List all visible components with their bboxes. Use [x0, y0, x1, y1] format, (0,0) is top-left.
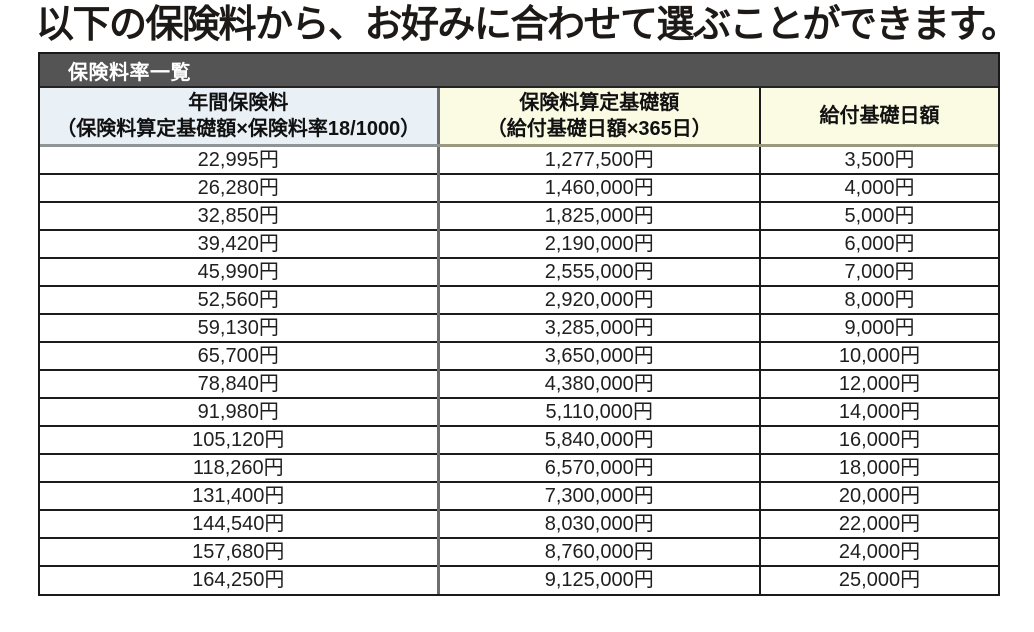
premium-table: 年間保険料 （保険料算定基礎額×保険料率18/1000） 保険料算定基礎額 （給…	[40, 88, 998, 594]
column-header-line: 給付基礎日額	[819, 105, 940, 127]
table-cell: 2,190,000円	[438, 229, 761, 258]
table-row: 91,980円 5,110,000円 14,000円	[40, 397, 998, 426]
table-cell: 25,000円	[760, 565, 998, 594]
table-cell: 12,000円	[760, 369, 998, 398]
table-row: 39,420円 2,190,000円 6,000円	[40, 229, 998, 258]
table-cell: 4,380,000円	[438, 369, 761, 398]
column-header-subline: （給付基礎日額×365日）	[486, 118, 712, 140]
table-cell: 24,000円	[760, 537, 998, 566]
column-header-annual-premium: 年間保険料 （保険料算定基礎額×保険料率18/1000）	[40, 88, 440, 147]
table-cell: 131,400円	[40, 481, 440, 510]
table-cell: 9,125,000円	[438, 565, 761, 594]
table-cell: 39,420円	[40, 229, 440, 258]
table-cell: 5,000円	[760, 201, 998, 230]
table-cell: 59,130円	[40, 313, 440, 342]
table-cell: 1,277,500円	[438, 144, 761, 174]
table-row: 45,990円 2,555,000円 7,000円	[40, 257, 998, 286]
table-cell: 8,030,000円	[438, 509, 761, 538]
table-cell: 18,000円	[760, 453, 998, 482]
table-cell: 20,000円	[760, 481, 998, 510]
column-header-benefit-daily-amount: 給付基礎日額	[760, 88, 998, 147]
table-cell: 1,460,000円	[438, 173, 761, 202]
table-cell: 164,250円	[40, 565, 440, 594]
table-caption-bar: 保険料率一覧	[40, 54, 998, 88]
column-header-line: 保険料算定基礎額	[519, 92, 680, 114]
table-cell: 8,760,000円	[438, 537, 761, 566]
table-cell: 5,110,000円	[438, 397, 761, 426]
table-cell: 8,000円	[760, 285, 998, 314]
table-cell: 16,000円	[760, 425, 998, 454]
table-cell: 5,840,000円	[438, 425, 761, 454]
table-cell: 1,825,000円	[438, 201, 761, 230]
table-cell: 2,555,000円	[438, 257, 761, 286]
table-cell: 3,650,000円	[438, 341, 761, 370]
table-cell: 157,680円	[40, 537, 440, 566]
table-cell: 3,285,000円	[438, 313, 761, 342]
table-cell: 78,840円	[40, 369, 440, 398]
column-header-line: 年間保険料	[188, 92, 289, 114]
table-body: 22,995円 1,277,500円 3,500円 26,280円 1,460,000円…	[40, 144, 998, 594]
premium-rate-table: 保険料率一覧 年間保険料 （保険料算定基礎額×保険料率18/1000） 保険料算…	[38, 52, 1000, 596]
table-row: 131,400円 7,300,000円 20,000円	[40, 481, 998, 510]
table-cell: 65,700円	[40, 341, 440, 370]
table-cell: 105,120円	[40, 425, 440, 454]
table-row: 65,700円 3,650,000円 10,000円	[40, 341, 998, 370]
table-cell: 7,300,000円	[438, 481, 761, 510]
table-cell: 45,990円	[40, 257, 440, 286]
column-header-calculation-base: 保険料算定基礎額 （給付基礎日額×365日）	[438, 88, 761, 147]
table-cell: 2,920,000円	[438, 285, 761, 314]
table-cell: 26,280円	[40, 173, 440, 202]
table-row: 157,680円 8,760,000円 24,000円	[40, 537, 998, 566]
table-cell: 14,000円	[760, 397, 998, 426]
table-row: 22,995円 1,277,500円 3,500円	[40, 144, 998, 174]
table-cell: 7,000円	[760, 257, 998, 286]
table-row: 164,250円 9,125,000円 25,000円	[40, 565, 998, 594]
table-row: 105,120円 5,840,000円 16,000円	[40, 425, 998, 454]
table-cell: 4,000円	[760, 173, 998, 202]
table-row: 26,280円 1,460,000円 4,000円	[40, 173, 998, 202]
table-cell: 32,850円	[40, 201, 440, 230]
table-row: 32,850円 1,825,000円 5,000円	[40, 201, 998, 230]
table-row: 144,540円 8,030,000円 22,000円	[40, 509, 998, 538]
table-cell: 52,560円	[40, 285, 440, 314]
column-header-subline: （保険料算定基礎額×保険料率18/1000）	[56, 118, 421, 140]
table-cell: 22,995円	[40, 144, 440, 174]
table-cell: 3,500円	[760, 144, 998, 174]
table-row: 118,260円 6,570,000円 18,000円	[40, 453, 998, 482]
table-cell: 10,000円	[760, 341, 998, 370]
table-cell: 6,000円	[760, 229, 998, 258]
table-cell: 22,000円	[760, 509, 998, 538]
table-header: 年間保険料 （保険料算定基礎額×保険料率18/1000） 保険料算定基礎額 （給…	[40, 88, 998, 147]
table-row: 59,130円 3,285,000円 9,000円	[40, 313, 998, 342]
table-row: 78,840円 4,380,000円 12,000円	[40, 369, 998, 398]
table-cell: 118,260円	[40, 453, 440, 482]
table-cell: 144,540円	[40, 509, 440, 538]
table-caption: 保険料率一覧	[68, 61, 191, 84]
table-row: 52,560円 2,920,000円 8,000円	[40, 285, 998, 314]
table-cell: 9,000円	[760, 313, 998, 342]
table-cell: 91,980円	[40, 397, 440, 426]
table-cell: 6,570,000円	[438, 453, 761, 482]
page-title: 以下の保険料から、お好みに合わせて選ぶことができます。	[36, 4, 1019, 46]
